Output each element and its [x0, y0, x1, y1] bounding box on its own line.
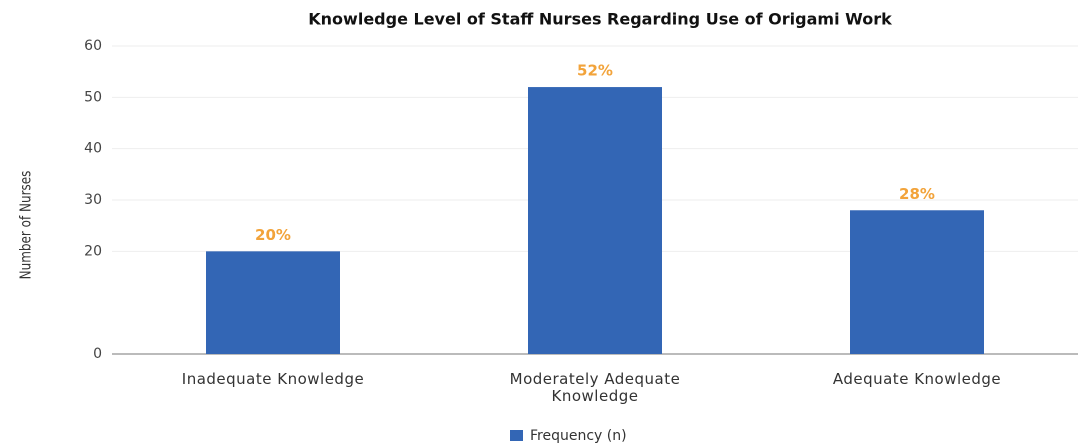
y-tick-label: 0 [93, 346, 102, 362]
x-tick-label: Inadequate Knowledge [181, 370, 365, 388]
value-label: 28% [899, 185, 935, 203]
bar [528, 87, 662, 355]
bar [206, 251, 340, 354]
x-tick-label: Adequate Knowledge [832, 370, 1002, 388]
chart-title: Knowledge Level of Staff Nurses Regardin… [308, 10, 892, 29]
legend-swatch [510, 430, 523, 441]
value-label: 20% [255, 226, 291, 244]
value-label: 52% [577, 62, 613, 80]
y-tick-label: 50 [84, 89, 102, 105]
y-tick-label: 20 [84, 243, 102, 259]
y-tick-label: 30 [84, 192, 102, 208]
bar [850, 210, 984, 354]
y-tick-label: 40 [84, 141, 102, 157]
legend-label: Frequency (n) [530, 428, 627, 444]
y-tick-label: 60 [84, 38, 102, 54]
x-tick-label: Moderately Adequate Knowledge [509, 370, 681, 405]
y-axis-label: Number of Nurses [17, 171, 35, 280]
